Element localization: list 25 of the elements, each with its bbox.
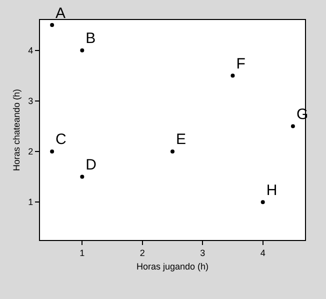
x-axis-title: Horas jugando (h) <box>136 262 209 272</box>
data-label: C <box>56 131 67 148</box>
point <box>50 23 54 28</box>
x-tick-label: 1 <box>80 248 85 258</box>
data-label: A <box>56 4 66 22</box>
point <box>260 200 265 204</box>
x-tick-label: 2 <box>140 248 145 258</box>
data-label: E <box>176 131 186 148</box>
point <box>290 124 295 128</box>
y-tick-label: 2 <box>28 146 34 157</box>
point <box>50 149 54 154</box>
point <box>80 174 84 179</box>
point <box>230 74 235 78</box>
data-label: D <box>86 156 97 174</box>
x-tick-label: 3 <box>200 248 206 258</box>
y-tick-label: 1 <box>28 197 34 208</box>
data-label: F <box>236 55 246 72</box>
point <box>80 48 84 52</box>
point <box>170 149 174 154</box>
data-label: B <box>86 30 96 48</box>
x-tick-label: 4 <box>260 248 266 258</box>
y-axis-title: Horas chateando (h) <box>12 88 22 172</box>
y-tick-label: 4 <box>28 45 34 56</box>
data-label: H <box>266 182 278 199</box>
y-tick-label: 3 <box>28 96 34 106</box>
